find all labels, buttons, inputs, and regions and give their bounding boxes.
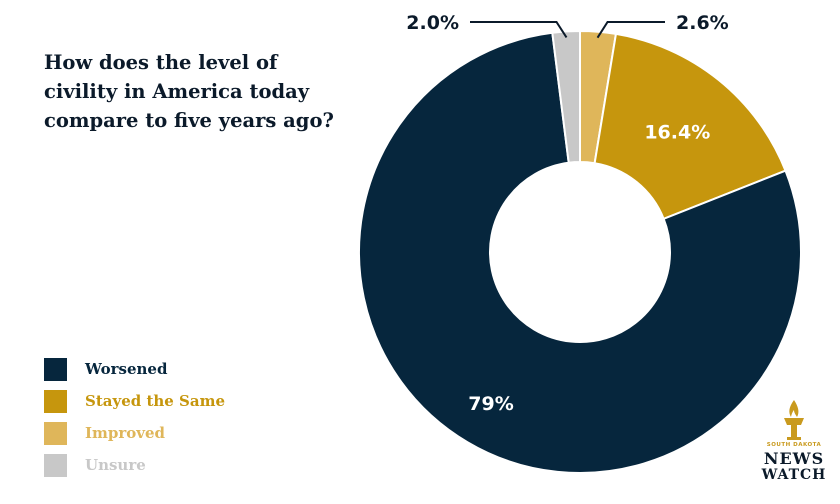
chart-title-line-2: civility in America today <box>44 80 310 103</box>
legend-label: Stayed the Same <box>85 392 226 410</box>
legend-item-worsened: Worsened <box>44 353 225 385</box>
data-label-improved: 2.6% <box>676 12 729 34</box>
logo-small-text: SOUTH DAKOTA <box>766 442 822 448</box>
leader-line-improved <box>596 21 665 39</box>
legend-swatch <box>44 389 67 413</box>
legend-swatch <box>44 357 67 381</box>
data-label-stayed-the-same: 16.4% <box>644 121 710 143</box>
data-label-worsened: 79% <box>468 393 513 415</box>
legend-item-stayed-the-same: Stayed the Same <box>44 385 225 417</box>
chart-title-line-3: compare to five years ago? <box>44 109 334 132</box>
slices-group <box>358 29 802 474</box>
legend-swatch <box>44 421 67 445</box>
legend-label: Worsened <box>85 360 168 378</box>
leader-line-unsure <box>470 21 568 38</box>
logo-news-text: NEWS <box>763 449 825 468</box>
chart-title-line-1: How does the level of <box>44 51 278 74</box>
legend-label: Improved <box>85 424 166 442</box>
legend: Worsened Stayed the Same Improved Unsure <box>44 353 225 481</box>
data-label-unsure: 2.0% <box>406 12 459 34</box>
data-labels-group: 2.6% 16.4% 79% 2.0% <box>406 12 728 415</box>
legend-item-unsure: Unsure <box>44 449 225 481</box>
legend-swatch <box>44 453 67 477</box>
legend-label: Unsure <box>85 456 146 474</box>
news-watch-logo: SOUTH DAKOTA NEWS WATCH <box>758 398 830 498</box>
chart-title: How does the level of civility in Americ… <box>44 48 344 135</box>
slice-worsened <box>358 31 802 474</box>
logo-watch-text: WATCH <box>761 467 827 483</box>
leader-lines-group <box>470 21 665 39</box>
slice-unsure <box>551 29 581 164</box>
legend-item-improved: Improved <box>44 417 225 449</box>
torch-icon <box>784 400 804 440</box>
slice-stayed-the-same <box>593 32 787 221</box>
